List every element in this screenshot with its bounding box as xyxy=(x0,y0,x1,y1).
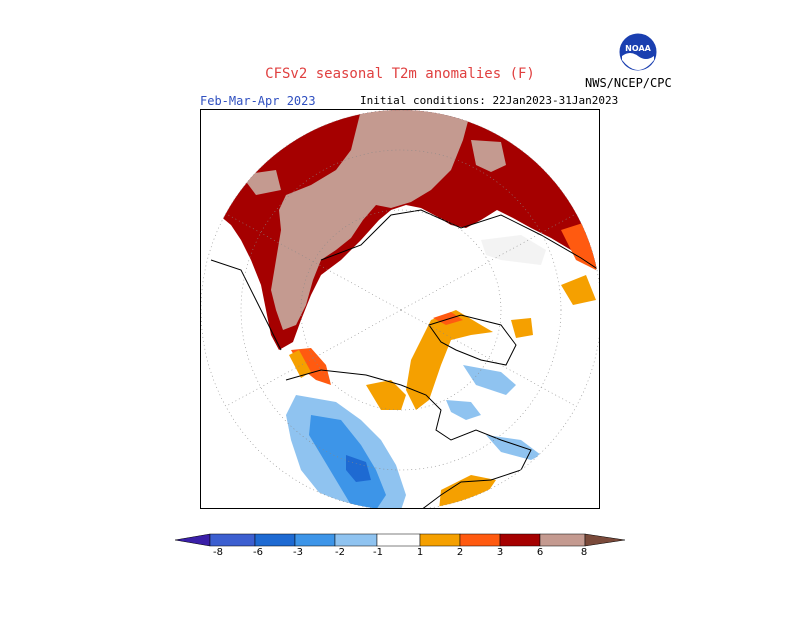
polar-map xyxy=(200,109,600,509)
labrador-orange xyxy=(511,318,533,338)
europe-orange-patch xyxy=(561,275,596,305)
legend-tick-label: 6 xyxy=(536,547,544,558)
legend-tick-label: 1 xyxy=(416,547,424,558)
coastline-greenland xyxy=(428,314,517,366)
legend-swatch xyxy=(334,533,378,547)
logo-text: NOAA xyxy=(625,44,651,53)
legend-swatch xyxy=(419,533,461,547)
chart-title: CFSv2 seasonal T2m anomalies (F) xyxy=(265,66,535,82)
legend-swatch xyxy=(499,533,541,547)
legend-tick-label: -8 xyxy=(213,547,223,558)
legend-tick-label: -3 xyxy=(293,547,303,558)
legend-swatch xyxy=(539,533,586,547)
legend-swatch xyxy=(175,533,211,547)
coastline-eurasia xyxy=(210,209,599,351)
kamchatka-warm-patch xyxy=(471,140,506,172)
siberia-strong-warm-region xyxy=(271,110,471,330)
quebec-cold xyxy=(446,400,481,420)
western-us-coldest-core xyxy=(346,455,371,482)
agency-label: NWS/NCEP/CPC xyxy=(585,76,672,90)
canadian-arctic-warm-band xyxy=(406,310,493,410)
legend-tick-label: -2 xyxy=(335,547,345,558)
newfoundland-cold xyxy=(486,435,541,460)
legend-swatch xyxy=(376,533,421,547)
legend-tick-label: -1 xyxy=(373,547,383,558)
noaa-logo-icon: NOAA xyxy=(618,32,658,72)
legend-tick-label: 8 xyxy=(580,547,588,558)
hudson-bay-cold xyxy=(463,365,516,395)
east-canada-orange xyxy=(439,475,496,508)
legend-tick-label: 2 xyxy=(456,547,464,558)
hudson-orange-patch xyxy=(366,380,406,410)
alaska-orange-patch xyxy=(289,350,311,378)
latitude-circle xyxy=(240,149,562,471)
legend-swatch xyxy=(209,533,256,547)
legend-swatch xyxy=(294,533,336,547)
map-canvas xyxy=(201,110,599,508)
latitude-circle xyxy=(300,209,502,411)
legend-swatch xyxy=(254,533,296,547)
legend-swatch xyxy=(584,533,625,547)
coastline-north-america xyxy=(285,369,532,508)
forecast-period: Feb-Mar-Apr 2023 xyxy=(200,94,316,108)
initial-conditions: Initial conditions: 22Jan2023-31Jan2023 xyxy=(360,94,619,107)
legend-tick-label: 3 xyxy=(496,547,504,558)
color-legend xyxy=(175,533,625,547)
legend-tick-label: -6 xyxy=(253,547,263,558)
scandinavia-white xyxy=(481,235,546,265)
legend-swatch xyxy=(459,533,501,547)
